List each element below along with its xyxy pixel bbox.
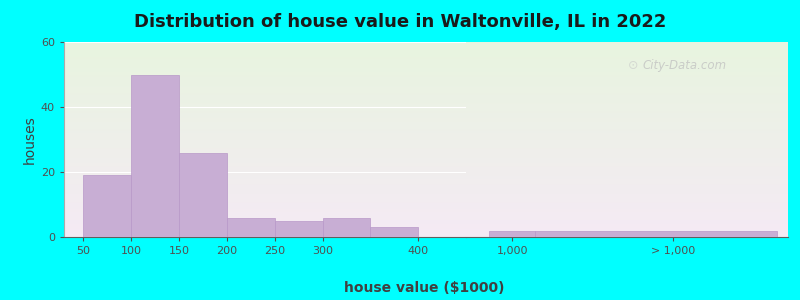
Bar bbox=[83, 175, 131, 237]
Text: ⊙: ⊙ bbox=[628, 59, 638, 72]
Y-axis label: houses: houses bbox=[22, 115, 37, 164]
Bar bbox=[131, 74, 179, 237]
Bar bbox=[370, 227, 418, 237]
Text: City-Data.com: City-Data.com bbox=[643, 59, 727, 72]
Bar bbox=[274, 221, 322, 237]
Bar bbox=[227, 218, 274, 237]
Bar bbox=[535, 230, 777, 237]
Text: house value ($1000): house value ($1000) bbox=[344, 281, 504, 295]
Bar bbox=[490, 230, 535, 237]
Bar bbox=[322, 218, 370, 237]
Bar bbox=[179, 152, 227, 237]
Text: Distribution of house value in Waltonville, IL in 2022: Distribution of house value in Waltonvil… bbox=[134, 14, 666, 32]
